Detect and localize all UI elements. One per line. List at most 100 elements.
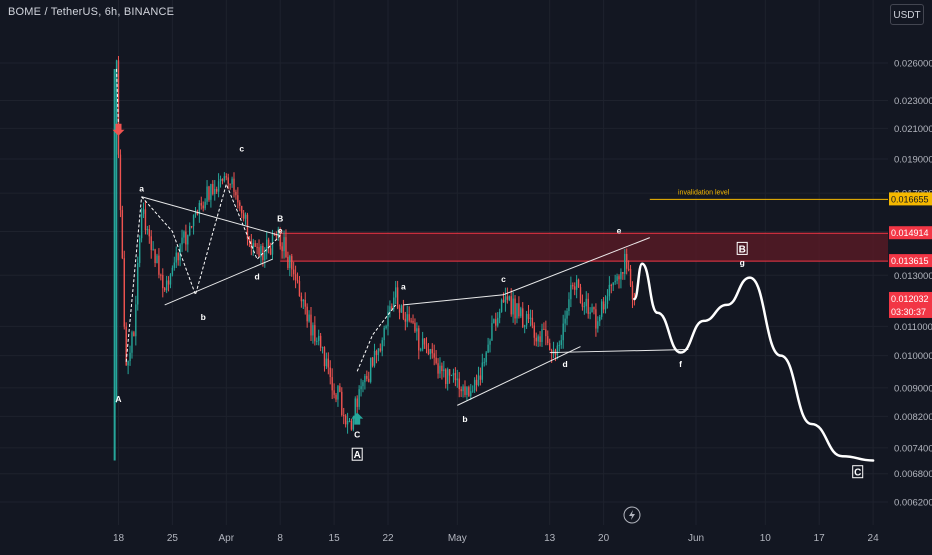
- candle-body: [354, 398, 356, 418]
- candle-body: [529, 317, 532, 319]
- candle-body: [502, 299, 505, 303]
- candle-body: [439, 365, 441, 374]
- triangle-1-upper-line: [141, 196, 281, 237]
- candle-body: [460, 389, 462, 392]
- wave-label: B: [739, 244, 746, 255]
- triangle-2-lower-right-line: [549, 349, 689, 354]
- candle-body: [379, 348, 381, 351]
- candle-body: [131, 332, 133, 353]
- candle-body: [433, 353, 435, 358]
- candle-body: [448, 369, 451, 376]
- candle-body: [410, 320, 412, 322]
- candle-body: [200, 203, 202, 206]
- candle-body: [493, 319, 495, 324]
- candle-body: [312, 325, 314, 336]
- candle-body: [431, 349, 433, 354]
- candle-body: [225, 176, 227, 178]
- candle-body: [387, 311, 389, 327]
- candle-body: [550, 350, 553, 354]
- wave-label: c: [501, 274, 506, 284]
- candle-body: [308, 314, 310, 322]
- candle-body: [154, 249, 156, 264]
- x-axis-tick-label: 15: [329, 533, 341, 544]
- candle-body: [389, 306, 391, 312]
- wave-label: a: [139, 184, 144, 194]
- candle-body: [539, 336, 541, 342]
- wave-label: a: [401, 281, 406, 291]
- candle-body: [160, 274, 162, 276]
- candle-body: [202, 205, 204, 209]
- candle-body: [574, 286, 576, 290]
- currency-button[interactable]: USDT: [890, 4, 924, 25]
- candle-body: [346, 420, 349, 425]
- candle-body: [333, 390, 335, 395]
- candle-body: [142, 209, 145, 214]
- candle-body: [604, 304, 607, 310]
- triangle-1-lower-line: [164, 258, 273, 306]
- candle-body: [350, 420, 353, 430]
- candle-body: [344, 415, 347, 425]
- candle-body: [381, 340, 383, 351]
- candle-body: [441, 365, 443, 372]
- candle-body: [227, 177, 229, 184]
- candle-body: [495, 319, 497, 326]
- candles-group: [113, 56, 636, 434]
- candle-body: [325, 358, 328, 367]
- candle-body: [583, 306, 586, 308]
- wave-a-1-dashed: [125, 196, 143, 362]
- candle-body: [373, 351, 376, 366]
- sell-arrow-icon: [112, 123, 125, 136]
- candle-body: [267, 239, 270, 249]
- candle-body: [599, 316, 601, 322]
- candle-body: [285, 237, 287, 257]
- candle-body: [491, 323, 493, 341]
- price-label-value: 0.012032: [891, 294, 929, 304]
- candle-body: [427, 348, 430, 355]
- candle-body: [416, 328, 418, 332]
- candle-body: [150, 236, 152, 250]
- candle-body: [206, 186, 208, 202]
- candle-body: [156, 255, 158, 264]
- candle-body: [620, 271, 622, 280]
- candle-body: [627, 268, 630, 270]
- candle-body: [133, 332, 135, 337]
- candle-body: [402, 305, 405, 319]
- candle-body: [556, 345, 559, 355]
- candle-body: [173, 262, 176, 268]
- buy-arrow-icon: [351, 412, 364, 425]
- candle-body: [581, 303, 584, 307]
- x-axis-tick-label: 20: [598, 533, 610, 544]
- y-axis-tick-label: 0.013000: [894, 271, 932, 282]
- candle-body: [489, 340, 491, 345]
- candle-body: [229, 183, 231, 185]
- candle-body: [508, 296, 510, 300]
- candle-body: [477, 375, 480, 386]
- candle-body: [400, 305, 403, 313]
- symbol-title: BOME / TetherUS, 6h, BINANCE: [8, 6, 175, 18]
- candle-body: [541, 328, 543, 342]
- candle-body: [264, 252, 266, 261]
- candle-body: [331, 377, 333, 391]
- candle-body: [233, 178, 235, 192]
- candle-body: [545, 329, 547, 337]
- candle-body: [531, 317, 534, 326]
- candle-body: [602, 301, 605, 310]
- candle-body: [269, 248, 272, 255]
- candle-body: [121, 210, 124, 259]
- candle-body: [198, 203, 201, 214]
- candle-body: [518, 303, 520, 317]
- candle-body: [506, 296, 509, 300]
- candle-body: [500, 299, 503, 312]
- candle-body: [298, 281, 301, 297]
- candle-body: [485, 352, 487, 363]
- candle-body: [497, 317, 499, 326]
- candle-body: [510, 296, 512, 315]
- candle-body: [527, 313, 530, 319]
- candle-body: [414, 322, 416, 332]
- candle-body: [364, 375, 366, 383]
- candle-body: [310, 314, 312, 336]
- candle-body: [498, 311, 501, 318]
- candle-body: [181, 237, 183, 245]
